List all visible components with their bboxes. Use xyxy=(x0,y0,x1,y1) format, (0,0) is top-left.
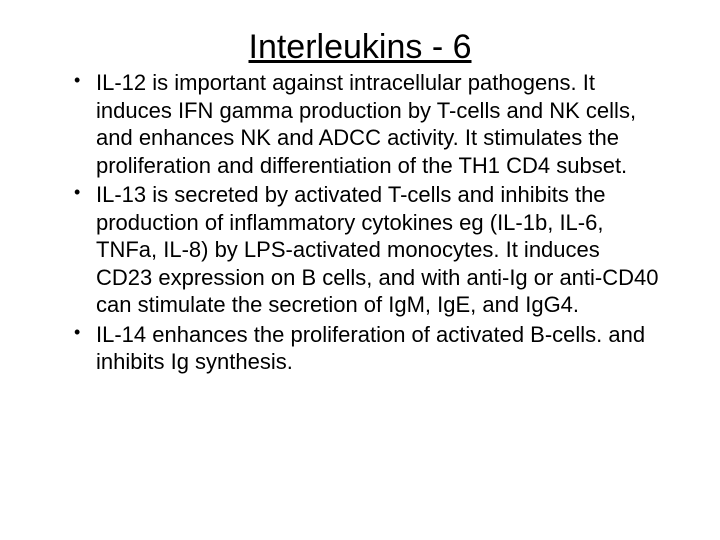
list-item: IL-12 is important against intracellular… xyxy=(74,69,660,179)
slide-title: Interleukins - 6 xyxy=(60,28,660,67)
list-item: IL-13 is secreted by activated T-cells a… xyxy=(74,181,660,319)
list-item: IL-14 enhances the proliferation of acti… xyxy=(74,321,660,376)
bullet-list: IL-12 is important against intracellular… xyxy=(60,69,660,376)
